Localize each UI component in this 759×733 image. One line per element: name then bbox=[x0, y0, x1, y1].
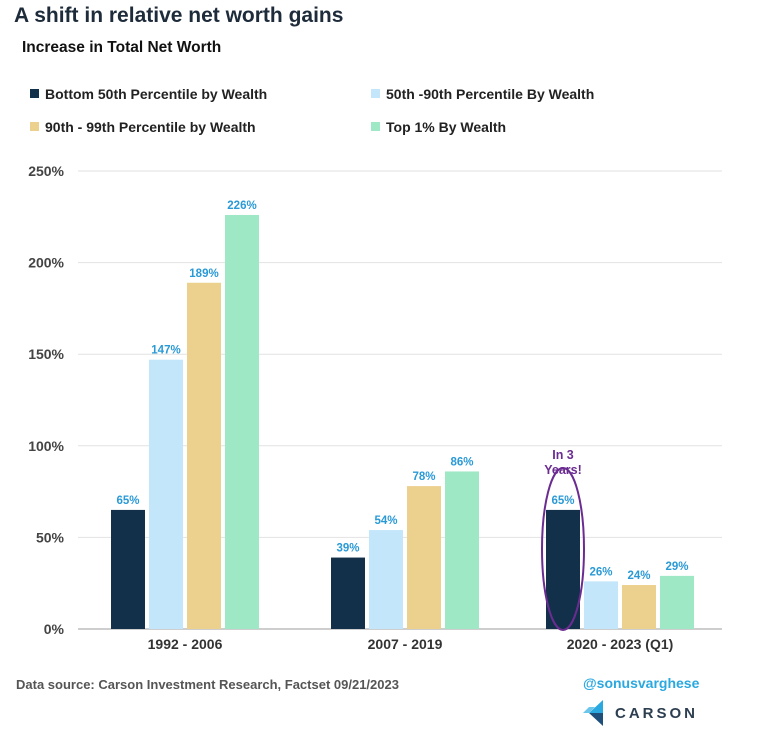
data-label: 65% bbox=[551, 495, 574, 507]
bar bbox=[660, 575, 694, 629]
legend-swatch bbox=[371, 89, 380, 98]
carson-logo: CARSON bbox=[583, 700, 698, 726]
brand-name: CARSON bbox=[615, 704, 699, 722]
data-label: 78% bbox=[412, 471, 435, 483]
data-label: 29% bbox=[665, 561, 688, 573]
legend-item: Top 1% By Wealth bbox=[371, 119, 506, 135]
bar bbox=[445, 471, 479, 629]
legend-swatch bbox=[371, 122, 380, 131]
y-tick-label: 200% bbox=[28, 255, 64, 271]
bar bbox=[407, 486, 441, 629]
y-tick-label: 150% bbox=[28, 346, 64, 362]
y-tick-label: 50% bbox=[36, 529, 65, 545]
data-label: 65% bbox=[116, 495, 139, 507]
data-label: 39% bbox=[336, 543, 359, 555]
x-axis-ticks: 1992 - 2006 2007 - 2019 2020 - 2023 (Q1) bbox=[148, 636, 674, 652]
data-label: 54% bbox=[374, 515, 397, 527]
annotation-ellipse bbox=[541, 467, 585, 631]
annotation-text-line1: In 3 bbox=[552, 448, 574, 462]
carson-logo-icon bbox=[583, 700, 603, 726]
data-labels: 65% 147% 189% 226% 39% 54% 78% 86% 65% 26% 24% 29% bbox=[116, 200, 688, 582]
bar bbox=[187, 282, 221, 629]
x-tick-label: 1992 - 2006 bbox=[148, 636, 223, 652]
legend-label: 50th -90th Percentile By Wealth bbox=[386, 86, 595, 102]
annotation-text-line2: Years! bbox=[544, 463, 582, 477]
bar bbox=[331, 557, 365, 629]
data-label: 189% bbox=[189, 268, 218, 280]
data-label: 26% bbox=[589, 566, 612, 578]
y-tick-label: 0% bbox=[44, 621, 65, 637]
bar bbox=[111, 509, 145, 629]
x-tick-label: 2007 - 2019 bbox=[368, 636, 443, 652]
legend-swatch bbox=[30, 122, 39, 131]
legend-item: 50th -90th Percentile By Wealth bbox=[371, 86, 594, 102]
legend-item: 90th - 99th Percentile by Wealth bbox=[30, 119, 256, 135]
data-source: Data source: Carson Investment Research,… bbox=[16, 677, 399, 692]
legend-swatch bbox=[30, 89, 39, 98]
bar bbox=[546, 509, 580, 629]
data-label: 24% bbox=[627, 570, 650, 582]
data-label: 147% bbox=[151, 345, 180, 357]
y-axis-ticks: 0% 50% 100% 150% 200% 250% bbox=[28, 163, 64, 637]
legend-label: Bottom 50th Percentile by Wealth bbox=[45, 86, 268, 102]
bar bbox=[149, 359, 183, 629]
legend-label: 90th - 99th Percentile by Wealth bbox=[45, 119, 256, 135]
bar bbox=[225, 214, 259, 629]
bars bbox=[111, 214, 694, 629]
bar bbox=[622, 585, 656, 629]
legend-label: Top 1% By Wealth bbox=[386, 119, 507, 135]
chart-title: A shift in relative net worth gains bbox=[14, 4, 344, 27]
bar-chart: 0% 50% 100% 150% 200% 250% 65% 147% 189% 226% 39%… bbox=[28, 163, 722, 652]
data-label: 86% bbox=[450, 456, 473, 468]
legend-item: Bottom 50th Percentile by Wealth bbox=[30, 86, 267, 102]
bar bbox=[369, 530, 403, 629]
bar bbox=[584, 581, 618, 629]
twitter-handle: @sonusvarghese bbox=[583, 675, 700, 691]
y-tick-label: 250% bbox=[28, 163, 64, 179]
y-tick-label: 100% bbox=[28, 438, 64, 454]
data-label: 226% bbox=[227, 200, 256, 212]
x-tick-label: 2020 - 2023 (Q1) bbox=[567, 636, 674, 652]
chart-subtitle: Increase in Total Net Worth bbox=[22, 39, 222, 56]
